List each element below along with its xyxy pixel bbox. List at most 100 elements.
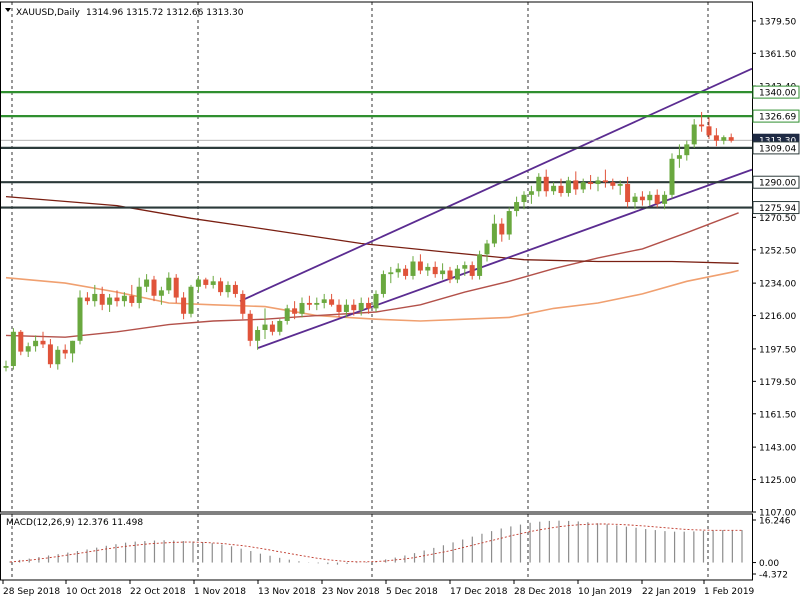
candle-body (662, 194, 668, 204)
candle-body (306, 302, 312, 305)
macd-frame (0, 513, 753, 581)
time-tick-label: 10 Jan 2019 (578, 587, 632, 597)
candle-body (484, 243, 490, 255)
level-badge-label: 1275.94 (759, 204, 796, 214)
ohlc-values: 1314.96 1315.72 1312.66 1313.30 (86, 8, 244, 18)
horizontal-levels (0, 91, 752, 209)
long-trend-line (5, 195, 739, 264)
candle-body (380, 274, 386, 294)
candle-body (462, 265, 468, 269)
level-badge-label: 1290.00 (759, 179, 796, 189)
candle-body (491, 223, 497, 244)
macd-tick-label: 0.00 (759, 559, 779, 569)
candle-body (521, 194, 527, 203)
macd-panel (9, 520, 743, 565)
candle-body (247, 313, 253, 341)
candle-body (558, 185, 564, 194)
candle-body (610, 182, 616, 186)
candle-body (218, 281, 224, 293)
candle-body (277, 320, 283, 332)
candle-body (536, 176, 542, 192)
candle-body (129, 295, 135, 303)
price-tick-label: 1107.00 (759, 509, 796, 519)
candle-body (543, 176, 549, 192)
price-tick-label: 1197.50 (759, 345, 796, 355)
main-frame (0, 1, 753, 513)
candle-body (506, 211, 512, 235)
candle-body (18, 331, 24, 352)
level-badge (752, 201, 800, 215)
candle-body (551, 185, 557, 192)
level-badge (752, 141, 800, 155)
price-tick-label: 1361.50 (759, 50, 796, 60)
candle-body (40, 340, 46, 345)
price-tick-label: 1161.50 (759, 410, 796, 420)
frames (0, 1, 753, 581)
candle-body (573, 180, 579, 190)
chevron-down-icon[interactable] (5, 8, 11, 12)
candle-body (580, 182, 586, 190)
candle-body (158, 290, 164, 296)
candle-body (225, 284, 231, 293)
candle-body (676, 155, 682, 159)
candle-body (388, 272, 394, 275)
price-tick-label: 1234.00 (759, 280, 796, 290)
candle-body (151, 279, 157, 296)
candle-body (728, 137, 734, 141)
level-badge-label: 1309.04 (759, 144, 796, 154)
candle-body (477, 254, 483, 276)
candle-body (10, 331, 16, 367)
candle-body (284, 308, 290, 321)
price-tick-label: 1270.50 (759, 214, 796, 224)
candle-body (432, 266, 438, 275)
macd-tick-label: -4.372 (759, 571, 788, 581)
candle-body (358, 302, 364, 311)
candle-body (336, 304, 342, 312)
candle-body (84, 297, 90, 302)
moving-average-red (5, 212, 739, 338)
candle-body (255, 329, 261, 341)
candle-body (99, 293, 105, 305)
level-badge (752, 85, 800, 99)
level-badge (752, 175, 800, 189)
symbol-timeframe: XAUUSD,Daily (16, 8, 80, 18)
time-tick-label: 1 Nov 2018 (194, 587, 246, 597)
chart-header: XAUUSD,Daily 1314.96 1315.72 1312.66 131… (5, 8, 244, 18)
time-tick-label: 13 Nov 2018 (258, 587, 316, 597)
candle-body (528, 191, 534, 195)
candle-body (713, 135, 719, 141)
candle-body (107, 297, 113, 305)
time-tick-label: 22 Oct 2018 (130, 587, 186, 597)
time-tick-label: 10 Oct 2018 (66, 587, 122, 597)
candle-body (625, 184, 631, 203)
candle-body (499, 223, 505, 235)
candle-body (173, 277, 179, 298)
candle-body (114, 297, 120, 302)
candle-body (447, 270, 453, 280)
grid (11, 2, 709, 580)
macd-tick-label: 16.246 (759, 517, 791, 527)
level-badge-label: 1340.00 (759, 89, 796, 99)
candle-body (410, 261, 416, 276)
candle-body (351, 304, 357, 311)
candle-body (136, 286, 142, 303)
candle-body (639, 196, 645, 201)
candle-body (669, 158, 675, 195)
time-tick-label: 28 Dec 2018 (514, 587, 572, 597)
candle-body (70, 340, 76, 354)
candle-body (329, 299, 335, 305)
candle-body (373, 293, 379, 309)
candle-body (314, 302, 320, 305)
candle-body (232, 284, 238, 294)
time-axis: 28 Sep 2018 10 Oct 2018 22 Oct 2018 1 Nov 2… (2, 580, 755, 597)
channel-lower-line (257, 168, 753, 349)
candle-body (47, 344, 53, 365)
candle-body (454, 268, 460, 280)
candle-body (403, 268, 409, 276)
candle-body (77, 297, 83, 341)
price-tick-label: 1252.50 (759, 246, 796, 256)
candle-body (210, 281, 216, 285)
candle-body (366, 302, 372, 309)
